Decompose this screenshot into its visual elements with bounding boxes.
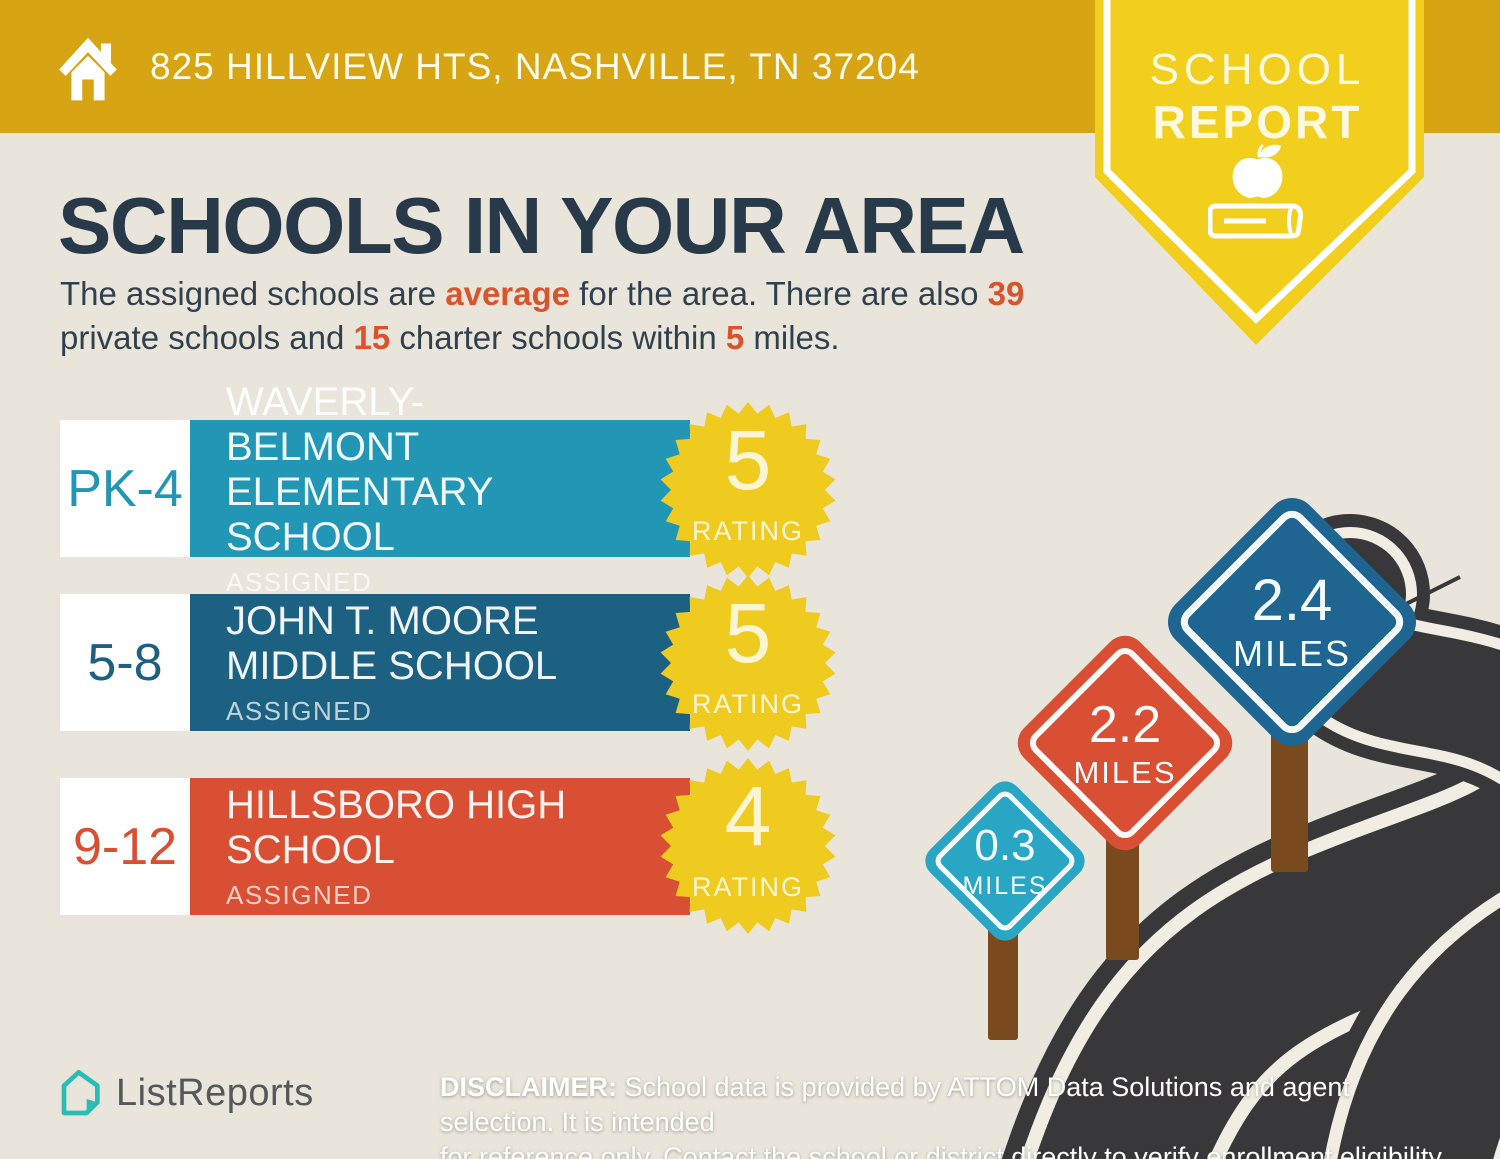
grade-range-badge: PK-4 [60, 420, 190, 557]
apple-icon [1232, 144, 1282, 198]
distance-unit: MILES [962, 871, 1048, 900]
intro-text: miles. [744, 319, 840, 356]
page-title: SCHOOLS IN YOUR AREA [58, 181, 1025, 270]
intro-text: The assigned schools are [60, 275, 446, 312]
rating-label: RATING [692, 689, 804, 719]
distance-value: 2.2 [1088, 695, 1162, 754]
school-name: HILLSBORO HIGH SCHOOL [226, 782, 567, 872]
rating-starburst: 5 RATING [660, 575, 836, 751]
rating-value: 4 [724, 769, 772, 863]
school-name: WAVERLY-BELMONT ELEMENTARY SCHOOL [226, 379, 493, 559]
school-bar: JOHN T. MOORE MIDDLE SCHOOL ASSIGNED [190, 594, 690, 731]
disclaimer-line1: School data is provided by ATTOM Data So… [440, 1072, 1350, 1137]
starburst-shape [660, 402, 836, 578]
school-row-elementary: PK-4 WAVERLY-BELMONT ELEMENTARY SCHOOL A… [60, 380, 690, 597]
distance-unit: MILES [1073, 754, 1177, 790]
starburst-shape [660, 575, 836, 751]
distance-value: 2.4 [1251, 568, 1333, 633]
badge-title: SCHOOL REPORT [1085, 45, 1430, 148]
badge-inner-outline [1103, 0, 1416, 324]
school-bar: HILLSBORO HIGH SCHOOL ASSIGNED [190, 778, 690, 915]
road-exit-arm [1308, 873, 1500, 1159]
intro-text: private schools and [60, 319, 354, 356]
intro-highlight-average: average [445, 275, 570, 312]
grade-range-badge: 9-12 [60, 778, 190, 915]
badge-title-school: SCHOOL [1149, 45, 1366, 94]
distance-unit: MILES [1232, 633, 1352, 674]
property-address: 825 HILLVIEW HTS, NASHVILLE, TN 37204 [150, 45, 920, 87]
disclaimer-text: DISCLAIMER: School data is provided by A… [440, 1070, 1470, 1159]
assigned-label: ASSIGNED [226, 566, 373, 597]
rating-value: 5 [724, 413, 772, 507]
rating-label: RATING [692, 516, 804, 546]
intro-highlight-charter-count: 15 [353, 319, 391, 356]
grade-range-badge: 5-8 [60, 594, 190, 731]
distance-value: 0.3 [974, 820, 1036, 870]
intro-paragraph: The assigned schools are average for the… [60, 272, 1070, 360]
rating-starburst: 5 RATING [660, 402, 836, 578]
starburst-shape [660, 758, 836, 934]
road-main-arm [1001, 735, 1500, 1159]
intro-text: for the area. There are also [570, 275, 988, 312]
rating-starburst: 4 RATING [660, 758, 836, 934]
assigned-label: ASSIGNED [226, 879, 373, 910]
school-row-high: 9-12 HILLSBORO HIGH SCHOOL ASSIGNED [60, 778, 690, 915]
book-icon [1207, 203, 1303, 239]
school-row-middle: 5-8 JOHN T. MOORE MIDDLE SCHOOL ASSIGNED [60, 594, 690, 731]
school-name: JOHN T. MOORE MIDDLE SCHOOL [226, 598, 558, 688]
assigned-label: ASSIGNED [226, 695, 373, 726]
listreports-logo-icon [61, 1070, 100, 1116]
intro-highlight-private-count: 39 [987, 275, 1025, 312]
distance-sign-farthest: 2.4 MILES [1157, 487, 1427, 757]
rating-label: RATING [692, 872, 804, 902]
school-bar: WAVERLY-BELMONT ELEMENTARY SCHOOL ASSIGN… [190, 380, 690, 597]
home-icon [59, 37, 117, 101]
badge-icons [1085, 142, 1430, 240]
rating-value: 5 [724, 586, 772, 680]
listreports-brand: ListReports [58, 1068, 314, 1118]
disclaimer-label: DISCLAIMER: [440, 1072, 617, 1102]
intro-highlight-radius: 5 [725, 319, 745, 356]
brand-name: ListReports [116, 1071, 314, 1114]
intro-text: charter schools within [390, 319, 726, 356]
badge-title-report: REPORT [1152, 96, 1363, 148]
disclaimer-line2: for reference only. Contact the school o… [440, 1142, 1448, 1159]
